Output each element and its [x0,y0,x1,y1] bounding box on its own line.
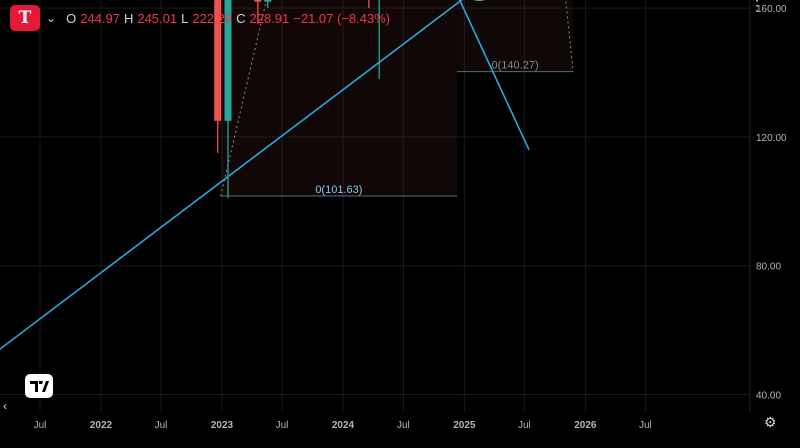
tradingview-logo-icon [25,374,53,398]
high-label: H [123,10,134,26]
trendline [0,0,463,351]
low-label: L [181,10,189,26]
arrow-left-icon[interactable]: ‹ [3,399,7,413]
candle-body [224,0,232,121]
symbol-header: T ⌄ O 244.97 H 245.01 L 222.29 C 228.91 −21.… [10,5,390,31]
change-value: −21.07 (−8.43%) [293,10,391,26]
x-tick-label: Jul [276,420,289,431]
close-label: C [236,10,246,26]
gear-icon[interactable]: ⚙ [764,414,777,430]
x-tick-label: 2025 [453,420,476,431]
x-tick-label: Jul [639,420,652,431]
high-value: 245.01 [137,10,178,26]
time-axis-background [0,412,800,448]
highlight-circle [473,0,485,2]
low-value: 222.29 [192,10,233,26]
ohlc-legend: O 244.97 H 245.01 L 222.29 C 228.91 −21.07 (… [66,11,390,26]
x-tick-label: 2022 [90,420,113,431]
x-tick-label: Jul [518,420,531,431]
y-tick-label: 160.00 [756,4,787,15]
x-tick-label: Jul [34,420,47,431]
x-tick-label: 2024 [332,420,355,431]
more-vertical-icon[interactable]: ⋮ [750,0,764,13]
chevron-down-icon[interactable]: ⌄ [46,11,57,25]
y-tick-label: 120.00 [756,133,787,144]
x-tick-label: Jul [155,420,168,431]
open-label: O [66,10,77,26]
candle-body [214,0,222,121]
fib-right-level-label: 0(140.27) [492,60,539,72]
fib-left-level-label: 0(101.63) [315,184,362,196]
candle-body [264,0,272,2]
candle-body [254,0,262,2]
x-tick-label: Jul [397,420,410,431]
y-tick-label: 40.00 [756,391,781,402]
x-tick-label: 2026 [574,420,597,431]
tesla-logo-icon[interactable]: T [10,5,40,31]
close-value: 228.91 [249,10,290,26]
price-axis-background [750,0,800,412]
logo-letter: T [18,8,32,28]
open-value: 244.97 [80,10,120,26]
x-tick-label: 2023 [211,420,234,431]
y-tick-label: 80.00 [756,262,781,273]
